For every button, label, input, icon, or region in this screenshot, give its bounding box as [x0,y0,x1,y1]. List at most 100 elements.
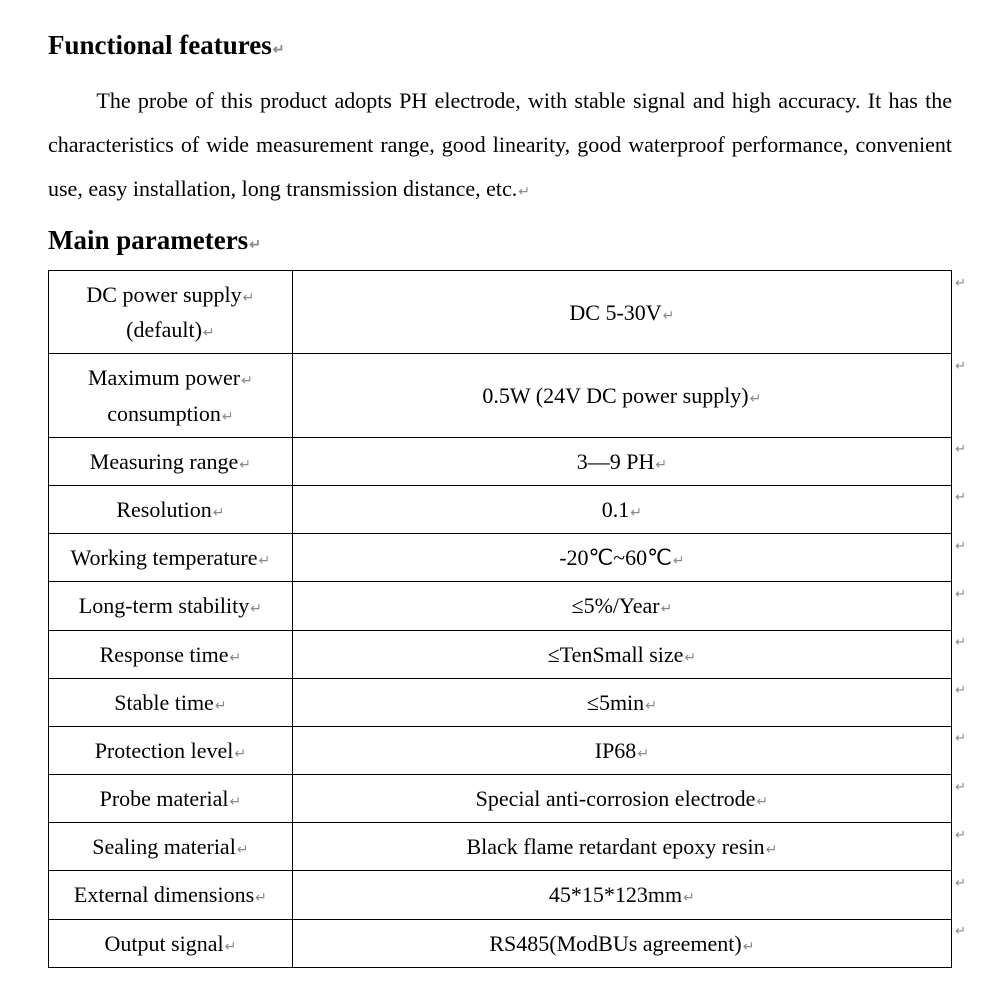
para-marker-icon: ↵ [215,699,227,714]
para-marker-icon: ↵ [518,185,530,200]
para-marker-icon: ↵ [661,602,673,617]
para-marker-icon: ↵ [630,506,642,521]
row-end-marker-icon: ↵ [955,275,966,291]
param-value-text: 45*15*123mm [549,882,682,907]
para-marker-icon: ↵ [673,554,685,569]
parameters-table-wrap: DC power supply↵(default)↵DC 5-30V↵Maxim… [48,270,952,968]
para-marker-icon: ↵ [243,291,255,306]
features-heading-text: Functional features [48,30,272,60]
param-value: RS485(ModBUs agreement)↵ [292,919,951,967]
features-paragraph: The probe of this product adopts PH elec… [48,79,952,211]
row-end-marker-icon: ↵ [955,923,966,939]
table-row: Working temperature↵-20℃~60℃↵ [49,534,952,582]
table-row: Long-term stability↵≤5%/Year↵ [49,582,952,630]
para-marker-icon: ↵ [259,554,271,569]
param-value: ≤TenSmall size↵ [292,630,951,678]
para-marker-icon: ↵ [743,940,755,955]
param-label: External dimensions↵ [49,871,293,919]
param-label: Probe material↵ [49,775,293,823]
param-label-text: Long-term stability [79,593,249,618]
para-marker-icon: ↵ [222,410,234,425]
para-marker-icon: ↵ [756,795,768,810]
para-marker-icon: ↵ [237,843,249,858]
para-marker-icon: ↵ [766,843,778,858]
para-marker-icon: ↵ [273,43,285,58]
param-label: Response time↵ [49,630,293,678]
row-end-marker-icon: ↵ [955,730,966,746]
param-label-line2: consumption [107,401,221,426]
param-label: Maximum power↵consumption↵ [49,354,293,437]
param-label-line1: Maximum power [88,365,240,390]
row-end-marker-icon: ↵ [955,875,966,891]
para-marker-icon: ↵ [255,891,267,906]
param-label: Protection level↵ [49,726,293,774]
table-row: Sealing material↵Black flame retardant e… [49,823,952,871]
row-end-marker-icon: ↵ [955,779,966,795]
para-marker-icon: ↵ [645,699,657,714]
para-marker-icon: ↵ [249,238,261,253]
table-row: External dimensions↵45*15*123mm↵ [49,871,952,919]
param-label: DC power supply↵(default)↵ [49,271,293,354]
param-value: -20℃~60℃↵ [292,534,951,582]
param-value-text: Special anti-corrosion electrode [476,786,756,811]
param-value: 3—9 PH↵ [292,437,951,485]
param-value: ≤5min↵ [292,678,951,726]
param-value-text: IP68 [595,738,637,763]
para-marker-icon: ↵ [229,795,241,810]
parameters-heading-text: Main parameters [48,225,248,255]
param-value-text: DC 5-30V [569,300,661,325]
para-marker-icon: ↵ [683,891,695,906]
para-marker-icon: ↵ [663,309,675,324]
param-label-text: Protection level [95,738,234,763]
table-row: Response time↵≤TenSmall size↵ [49,630,952,678]
param-value: IP68↵ [292,726,951,774]
param-value: 45*15*123mm↵ [292,871,951,919]
row-end-marker-icon: ↵ [955,634,966,650]
para-marker-icon: ↵ [203,326,215,341]
param-value-text: Black flame retardant epoxy resin [466,834,764,859]
param-value-text: 0.1 [602,497,630,522]
param-label: Measuring range↵ [49,437,293,485]
param-value: Black flame retardant epoxy resin↵ [292,823,951,871]
row-end-marker-icon: ↵ [955,358,966,374]
param-value-text: 3—9 PH [577,449,655,474]
table-row: Stable time↵≤5min↵ [49,678,952,726]
param-label: Resolution↵ [49,485,293,533]
para-marker-icon: ↵ [213,506,225,521]
param-label: Sealing material↵ [49,823,293,871]
para-marker-icon: ↵ [230,651,242,666]
param-value: ≤5%/Year↵ [292,582,951,630]
param-value: DC 5-30V↵ [292,271,951,354]
param-value: 0.5W (24V DC power supply)↵ [292,354,951,437]
table-row: DC power supply↵(default)↵DC 5-30V↵ [49,271,952,354]
para-marker-icon: ↵ [250,602,262,617]
param-value-text: ≤5%/Year [572,593,660,618]
para-marker-icon: ↵ [655,458,667,473]
param-label: Long-term stability↵ [49,582,293,630]
param-label-text: Working temperature [71,545,258,570]
para-marker-icon: ↵ [684,651,696,666]
param-label-text: Response time [100,642,229,667]
param-label-text: Output signal [104,931,223,956]
param-label: Output signal↵ [49,919,293,967]
para-marker-icon: ↵ [239,458,251,473]
param-value-text: ≤TenSmall size [548,642,684,667]
param-value: 0.1↵ [292,485,951,533]
param-label-line2: (default) [126,317,202,342]
table-row: Resolution↵0.1↵ [49,485,952,533]
param-label-text: Sealing material [92,834,236,859]
features-paragraph-text: The probe of this product adopts PH elec… [48,88,952,201]
table-row: Output signal↵RS485(ModBUs agreement)↵ [49,919,952,967]
param-value: Special anti-corrosion electrode↵ [292,775,951,823]
para-marker-icon: ↵ [750,392,762,407]
features-heading: Functional features↵ [48,30,952,61]
para-marker-icon: ↵ [637,747,649,762]
parameters-table: DC power supply↵(default)↵DC 5-30V↵Maxim… [48,270,952,968]
para-marker-icon: ↵ [241,374,253,389]
para-marker-icon: ↵ [234,747,246,762]
parameters-heading: Main parameters↵ [48,225,952,256]
para-marker-icon: ↵ [225,940,237,955]
table-row: Probe material↵Special anti-corrosion el… [49,775,952,823]
param-label-text: External dimensions [74,882,254,907]
row-end-marker-icon: ↵ [955,682,966,698]
